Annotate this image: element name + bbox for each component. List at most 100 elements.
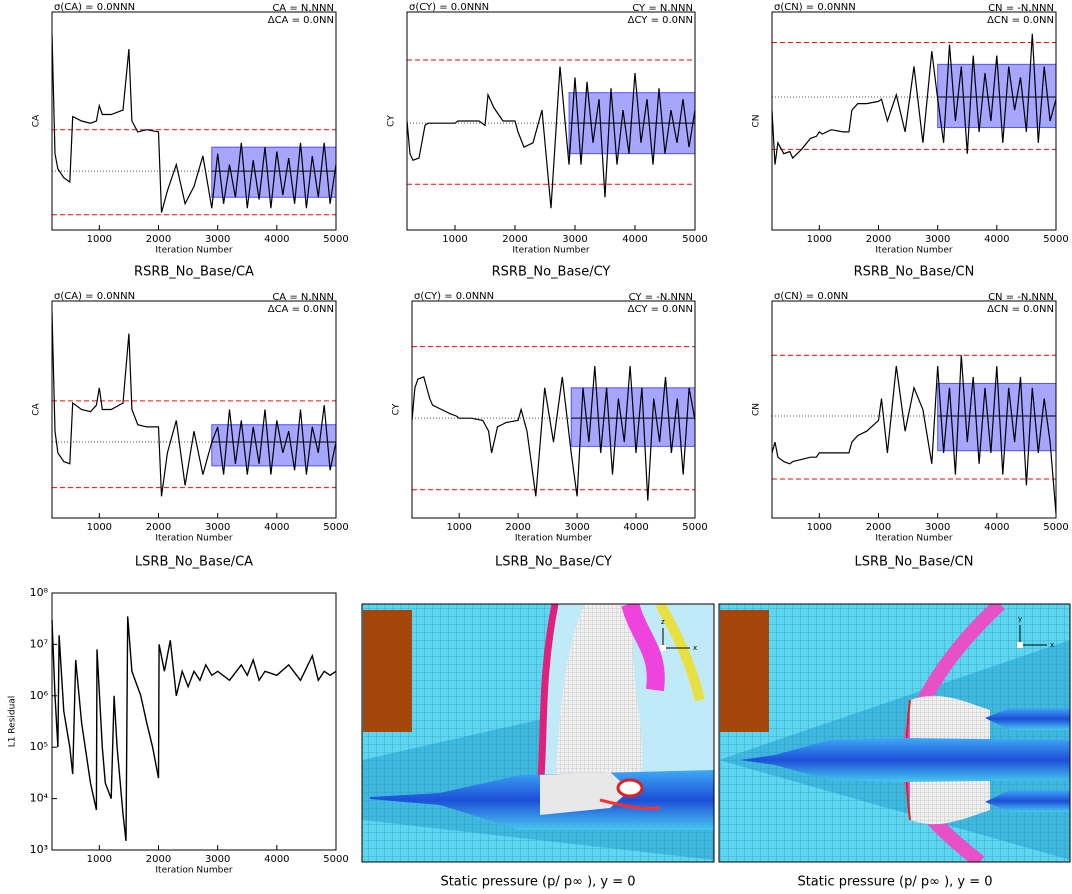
x-tick-label: 3000 xyxy=(925,234,950,245)
x-tick-label: 1000 xyxy=(442,234,467,245)
x-tick-label: 5000 xyxy=(1043,234,1068,245)
y-tick-label: 10⁸ xyxy=(30,586,49,599)
chart-caption: LSRB_No_Base/CA xyxy=(135,555,253,570)
history-line xyxy=(412,366,695,501)
chart-caption: RSRB_No_Base/CY xyxy=(492,265,611,280)
x-tick-label: 1000 xyxy=(807,234,832,245)
y-tick-label: 10³ xyxy=(30,843,48,856)
axis-label: y xyxy=(1018,615,1022,623)
plot-frame xyxy=(771,11,1057,231)
y-axis-label: CN xyxy=(752,114,762,127)
axis-label: x xyxy=(693,644,697,652)
plot-frame xyxy=(51,592,337,851)
chart-caption: LSRB_No_Base/CY xyxy=(495,555,612,570)
x-tick-label: 1000 xyxy=(87,854,112,865)
x-tick-label: 4000 xyxy=(623,522,648,533)
sigma-band xyxy=(937,382,1057,452)
delta-label: ΔCN = 0.0NN xyxy=(987,304,1054,315)
x-tick-label: 2000 xyxy=(866,234,891,245)
x-tick-label: 5000 xyxy=(1043,522,1068,533)
mean-label: CN = -N.NNN xyxy=(988,292,1054,303)
x-axis-label: Iteration Number xyxy=(875,246,952,256)
x-axis-label: Iteration Number xyxy=(155,246,232,256)
y-tick-label: 10⁷ xyxy=(30,637,48,650)
y-tick-label: 10⁶ xyxy=(30,689,49,702)
x-axis-label: Iteration Number xyxy=(515,534,592,544)
mean-label: CY = N.NNN xyxy=(632,3,693,14)
chart-caption: RSRB_No_Base/CA xyxy=(134,265,254,280)
plot-frame xyxy=(771,300,1057,519)
chart-caption: LSRB_No_Base/CN xyxy=(855,555,974,570)
x-tick-label: 2000 xyxy=(866,522,891,533)
image-frame xyxy=(361,603,715,863)
image-caption: Static pressure (p/ p∞ ), y = 0 xyxy=(797,875,992,890)
x-tick-label: 1000 xyxy=(87,234,112,245)
sigma-label: σ(CN) = 0.0NNN xyxy=(774,2,856,13)
delta-label: ΔCY = 0.0NN xyxy=(628,304,693,315)
mean-label: CY = -N.NNN xyxy=(629,292,693,303)
x-tick-label: 4000 xyxy=(984,522,1009,533)
sigma-label: σ(CA) = 0.0NNN xyxy=(54,291,135,302)
x-tick-label: 5000 xyxy=(323,522,348,533)
delta-label: ΔCY = 0.0NN xyxy=(628,15,693,26)
x-tick-label: 5000 xyxy=(323,234,348,245)
plot-frame xyxy=(51,300,337,519)
y-axis-label: CA xyxy=(32,114,42,127)
axis-label: x xyxy=(1050,641,1054,649)
y-axis-label: CY xyxy=(392,403,402,415)
x-tick-label: 2000 xyxy=(146,234,171,245)
y-axis-label: CY xyxy=(387,115,397,127)
x-tick-label: 5000 xyxy=(682,522,707,533)
y-axis-label: CN xyxy=(752,403,762,416)
x-tick-label: 3000 xyxy=(205,522,230,533)
mean-label: CA = N.NNN xyxy=(272,292,334,303)
sigma-label: σ(CN) = 0.0NN xyxy=(774,291,848,302)
x-tick-label: 4000 xyxy=(622,234,647,245)
history-line xyxy=(52,33,336,213)
delta-label: ΔCA = 0.0NN xyxy=(268,304,334,315)
x-tick-label: 2000 xyxy=(502,234,527,245)
plot-frame xyxy=(411,300,696,519)
x-tick-label: 2000 xyxy=(505,522,530,533)
chart-caption: RSRB_No_Base/CN xyxy=(854,265,975,280)
x-tick-label: 3000 xyxy=(925,522,950,533)
mean-label: CA = N.NNN xyxy=(272,3,334,14)
delta-label: ΔCA = 0.0NN xyxy=(268,15,334,26)
cfd-image xyxy=(362,604,714,862)
sigma-label: σ(CA) = 0.0NNN xyxy=(54,2,135,13)
x-axis-label: Iteration Number xyxy=(155,534,232,544)
x-tick-label: 2000 xyxy=(146,854,171,865)
x-tick-label: 3000 xyxy=(562,234,587,245)
x-tick-label: 2000 xyxy=(146,522,171,533)
x-tick-label: 1000 xyxy=(807,522,832,533)
axis-label: z xyxy=(661,618,665,626)
history-line xyxy=(772,355,1056,514)
x-tick-label: 5000 xyxy=(682,234,707,245)
y-axis-label: L1 Residual xyxy=(8,696,18,748)
y-tick-label: 10⁵ xyxy=(30,740,48,753)
history-line xyxy=(407,66,695,209)
x-axis-label: Iteration Number xyxy=(512,246,589,256)
plot-frame xyxy=(406,11,696,231)
x-tick-label: 4000 xyxy=(264,854,289,865)
cfd-image xyxy=(719,604,1070,862)
history-line xyxy=(772,33,1056,165)
x-tick-label: 3000 xyxy=(205,854,230,865)
x-tick-label: 4000 xyxy=(264,522,289,533)
image-caption: Static pressure (p/ p∞ ), y = 0 xyxy=(440,875,635,890)
sigma-label: σ(CY) = 0.0NNN xyxy=(409,2,489,13)
sigma-label: σ(CY) = 0.0NNN xyxy=(414,291,494,302)
x-tick-label: 5000 xyxy=(323,854,348,865)
y-tick-label: 10⁴ xyxy=(30,792,49,805)
y-axis-label: CA xyxy=(32,402,42,415)
x-tick-label: 3000 xyxy=(205,234,230,245)
x-tick-label: 1000 xyxy=(446,522,471,533)
x-axis-label: Iteration Number xyxy=(875,534,952,544)
image-frame xyxy=(718,603,1071,863)
delta-label: ΔCN = 0.0NN xyxy=(987,15,1054,26)
x-tick-label: 3000 xyxy=(564,522,589,533)
x-tick-label: 1000 xyxy=(87,522,112,533)
x-tick-label: 4000 xyxy=(264,234,289,245)
residual-line xyxy=(51,616,337,841)
